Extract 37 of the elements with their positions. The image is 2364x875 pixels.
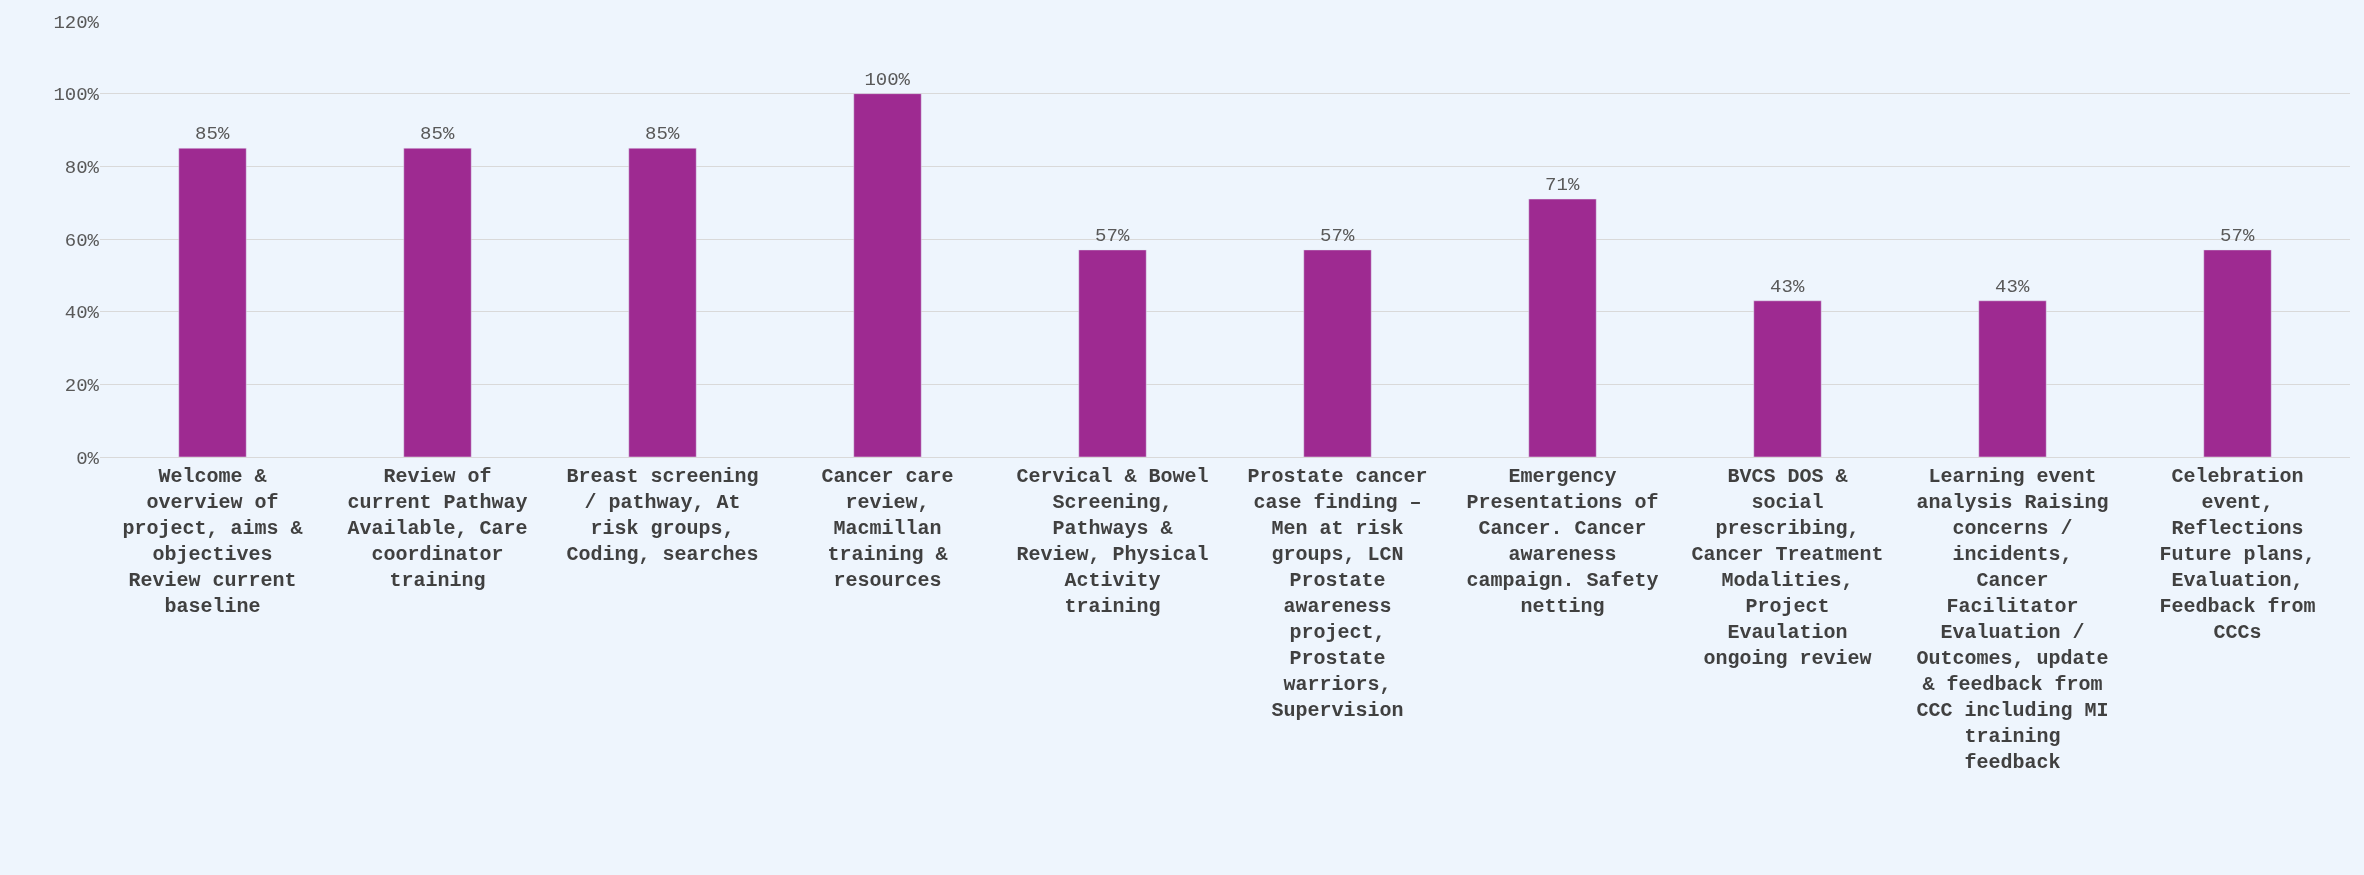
data-label: 85% <box>420 123 455 146</box>
data-label: 57% <box>1095 224 1130 247</box>
x-tick-label: Breast screening / pathway, At risk groups, Coding, searches <box>566 465 759 566</box>
data-label: 85% <box>645 123 680 146</box>
x-tick-label: Welcome & overview of project, aims & objectives Review current baseline <box>122 465 303 618</box>
bar <box>2203 249 2272 457</box>
x-tick-label: Celebration event, Reflections Future plans, Evaluation, Feedback from CCCs <box>2159 465 2316 644</box>
x-tick-label: Review of current Pathway Available, Care coordinator training <box>347 465 528 592</box>
data-label: 71% <box>1545 174 1580 197</box>
y-tick-label: 60% <box>64 229 100 252</box>
y-tick-label: 0% <box>76 447 100 470</box>
data-label: 43% <box>1995 275 2030 298</box>
x-tick-label: Cervical & Bowel Screening, Pathways & Review, Physical Activity training <box>1016 465 1209 618</box>
bar <box>403 147 472 457</box>
x-tick-label: BVCS DOS & social prescribing, Cancer Treatment Modalities, Project Evaulation ongoing review <box>1691 465 1884 670</box>
y-tick-label: 100% <box>53 84 100 107</box>
x-tick-label: Emergency Presentations of Cancer. Cancer awareness campaign. Safety netting <box>1466 465 1659 618</box>
bar <box>1528 198 1597 457</box>
y-tick-label: 120% <box>53 11 100 34</box>
y-tick-label: 20% <box>64 374 100 397</box>
bar <box>178 147 247 457</box>
data-label: 85% <box>195 123 230 146</box>
y-tick-label: 40% <box>64 302 100 325</box>
data-label: 43% <box>1770 275 1805 298</box>
bar <box>853 93 922 457</box>
bar <box>1303 249 1372 457</box>
data-label: 100% <box>864 68 911 91</box>
category-label: Learning event analysis Raising concerns / incidents, Cancer Facilitator Evaluation / Outcomes, update & feedback from CCC including MI training feedback <box>1916 465 2109 774</box>
y-tick-label: 80% <box>64 156 100 179</box>
data-label: 57% <box>2220 224 2255 247</box>
bar <box>1078 249 1147 457</box>
category-label: Prostate cancer case finding – Men at risk groups, LCN Prostate awareness project, Prostate warriors, Supervision <box>1247 465 1428 722</box>
bar <box>628 147 697 457</box>
x-tick-label: Cancer care review, Macmillan training & resources <box>821 465 954 592</box>
bar <box>1753 300 1822 457</box>
bar <box>1978 300 2047 457</box>
data-label: 57% <box>1320 224 1355 247</box>
